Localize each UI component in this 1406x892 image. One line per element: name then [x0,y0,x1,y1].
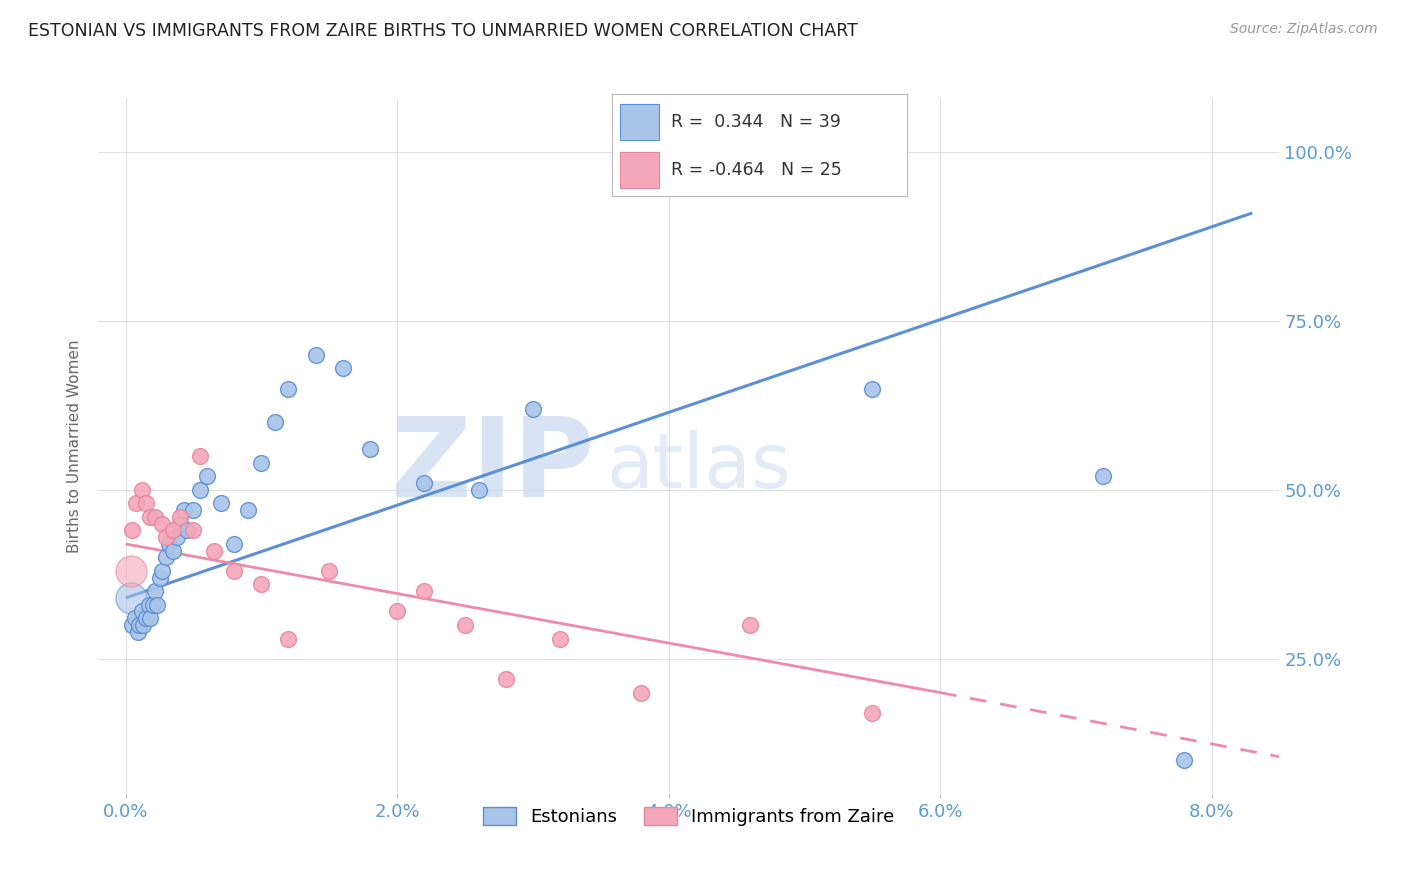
Text: Source: ZipAtlas.com: Source: ZipAtlas.com [1230,22,1378,37]
Point [183,524,205,538]
Point [522,401,544,416]
Point [169,510,191,524]
Point [630,685,652,699]
Text: R =  0.344   N = 39: R = 0.344 N = 39 [671,113,841,131]
Point [202,543,225,558]
Point [162,543,184,558]
Point [860,382,883,396]
Point [135,611,157,625]
Point [145,510,167,524]
Point [413,584,436,599]
Point [224,537,246,551]
Text: ZIP: ZIP [391,413,595,520]
Point [236,503,259,517]
Point [146,598,169,612]
Point [138,598,160,612]
Text: atlas: atlas [606,430,792,504]
Point [385,605,408,619]
Point [1091,469,1114,483]
Point [209,496,232,510]
Point [155,530,177,544]
Point [121,524,143,538]
Point [139,510,162,524]
Point [176,524,198,538]
Point [131,483,153,497]
Point [188,483,211,497]
Point [318,564,340,578]
Point [188,449,211,463]
Point [128,618,150,632]
Point [157,537,180,551]
Point [548,632,571,646]
Point [131,605,153,619]
Point [250,456,273,470]
Point [359,442,381,457]
Point [124,611,146,625]
Point [173,503,195,517]
Point [738,618,761,632]
Point [142,598,165,612]
Point [135,496,157,510]
Point [145,584,167,599]
Point [454,618,477,632]
Y-axis label: Births to Unmarried Women: Births to Unmarried Women [67,339,83,553]
Point [183,503,205,517]
Point [150,564,173,578]
Point [120,591,142,605]
Point [495,672,517,686]
Point [304,348,326,362]
Point [155,550,177,565]
Text: ESTONIAN VS IMMIGRANTS FROM ZAIRE BIRTHS TO UNMARRIED WOMEN CORRELATION CHART: ESTONIAN VS IMMIGRANTS FROM ZAIRE BIRTHS… [28,22,858,40]
Text: R = -0.464   N = 25: R = -0.464 N = 25 [671,161,841,179]
Point [169,516,191,531]
Point [127,624,149,639]
Point [148,571,170,585]
Point [139,611,162,625]
Legend: Estonians, Immigrants from Zaire: Estonians, Immigrants from Zaire [477,800,901,833]
Point [224,564,246,578]
Bar [620,104,659,140]
Point [413,476,436,491]
Point [332,361,354,376]
Point [121,618,143,632]
Point [250,577,273,591]
Point [195,469,218,483]
Point [467,483,489,497]
Bar [620,153,659,188]
Point [264,415,287,429]
Point [277,632,299,646]
Point [162,524,184,538]
Point [120,564,142,578]
Point [1173,753,1195,767]
Point [166,530,188,544]
Point [860,706,883,720]
Point [150,516,173,531]
Point [125,496,148,510]
Point [277,382,299,396]
Point [132,618,155,632]
